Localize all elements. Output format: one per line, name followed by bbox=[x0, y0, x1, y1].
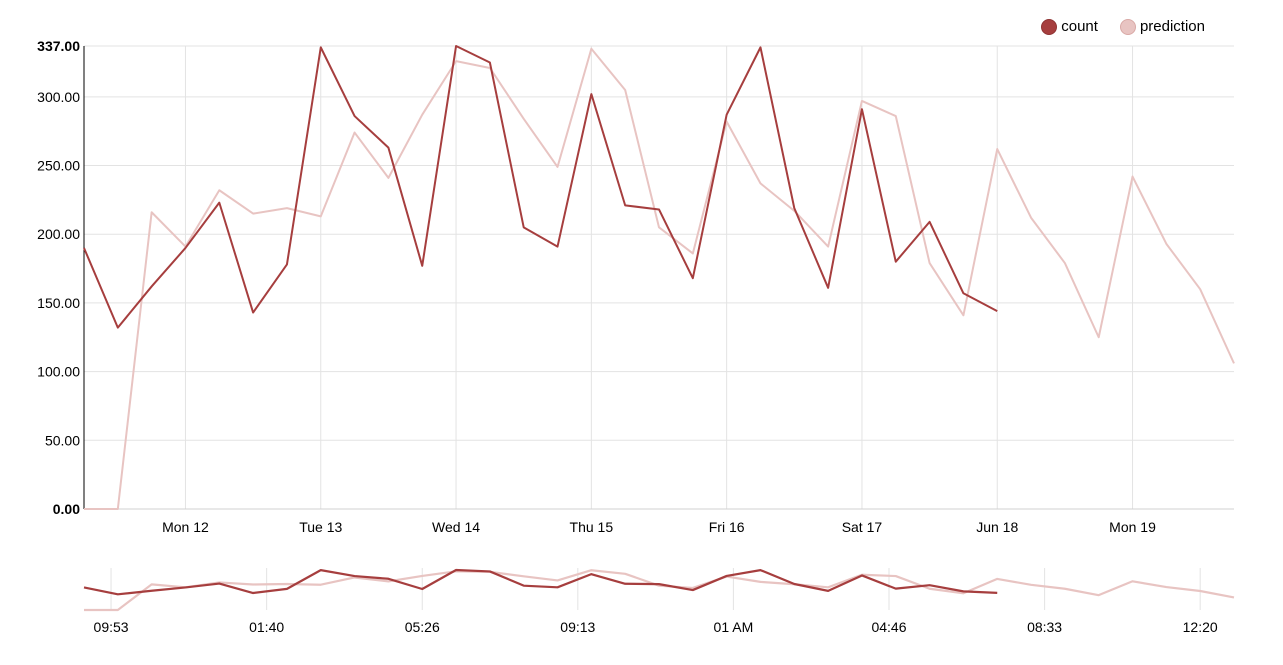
y-tick-label: 200.00 bbox=[37, 226, 80, 242]
navigator-tick-label: 05:26 bbox=[405, 619, 440, 635]
y-tick-label: 300.00 bbox=[37, 89, 80, 105]
y-tick-label: 337.00 bbox=[37, 38, 80, 54]
navigator-tick-label: 09:13 bbox=[560, 619, 595, 635]
legend-item-count[interactable]: count bbox=[1041, 18, 1098, 35]
x-tick-label: Thu 15 bbox=[570, 519, 614, 535]
x-tick-label: Sat 17 bbox=[842, 519, 883, 535]
navigator-tick-label: 12:20 bbox=[1183, 619, 1218, 635]
legend-swatch-prediction bbox=[1119, 18, 1136, 35]
navigator-tick-label: 01 AM bbox=[714, 619, 754, 635]
navigator-line-prediction bbox=[84, 569, 1235, 612]
x-tick-label: Mon 12 bbox=[162, 519, 209, 535]
navigator-line-count bbox=[83, 568, 998, 596]
x-tick-label: Tue 13 bbox=[299, 519, 342, 535]
navigator-chart[interactable]: 09:53 01:40 05:26 09:13 01 AM 04:46 08:33 12:20 bbox=[0, 560, 1283, 650]
y-tick-label: 250.00 bbox=[37, 158, 80, 174]
x-tick-label: Wed 14 bbox=[432, 519, 480, 535]
x-tick-label: Mon 19 bbox=[1109, 519, 1156, 535]
navigator-tick-label: 08:33 bbox=[1027, 619, 1062, 635]
legend-item-prediction[interactable]: prediction bbox=[1119, 18, 1205, 35]
series-line-prediction bbox=[84, 47, 1235, 510]
navigator-tick-label: 09:53 bbox=[94, 619, 129, 635]
x-tick-label: Fri 16 bbox=[709, 519, 745, 535]
legend-label-count: count bbox=[1061, 18, 1098, 35]
y-tick-label: 100.00 bbox=[37, 364, 80, 380]
y-tick-label: 50.00 bbox=[45, 432, 80, 448]
series-line-count bbox=[83, 45, 998, 329]
y-tick-label: 0.00 bbox=[53, 501, 80, 517]
legend-label-prediction: prediction bbox=[1139, 18, 1205, 35]
y-tick-label: 150.00 bbox=[37, 295, 80, 311]
legend-swatch-count bbox=[1041, 18, 1058, 35]
x-tick-label: Jun 18 bbox=[976, 519, 1018, 535]
navigator-tick-label: 04:46 bbox=[871, 619, 906, 635]
chart-legend: count prediction bbox=[1041, 18, 1205, 35]
navigator-tick-label: 01:40 bbox=[249, 619, 284, 635]
main-chart: 0.00 50.00 100.00 150.00 200.00 250.00 300.00 3… bbox=[37, 38, 1235, 535]
